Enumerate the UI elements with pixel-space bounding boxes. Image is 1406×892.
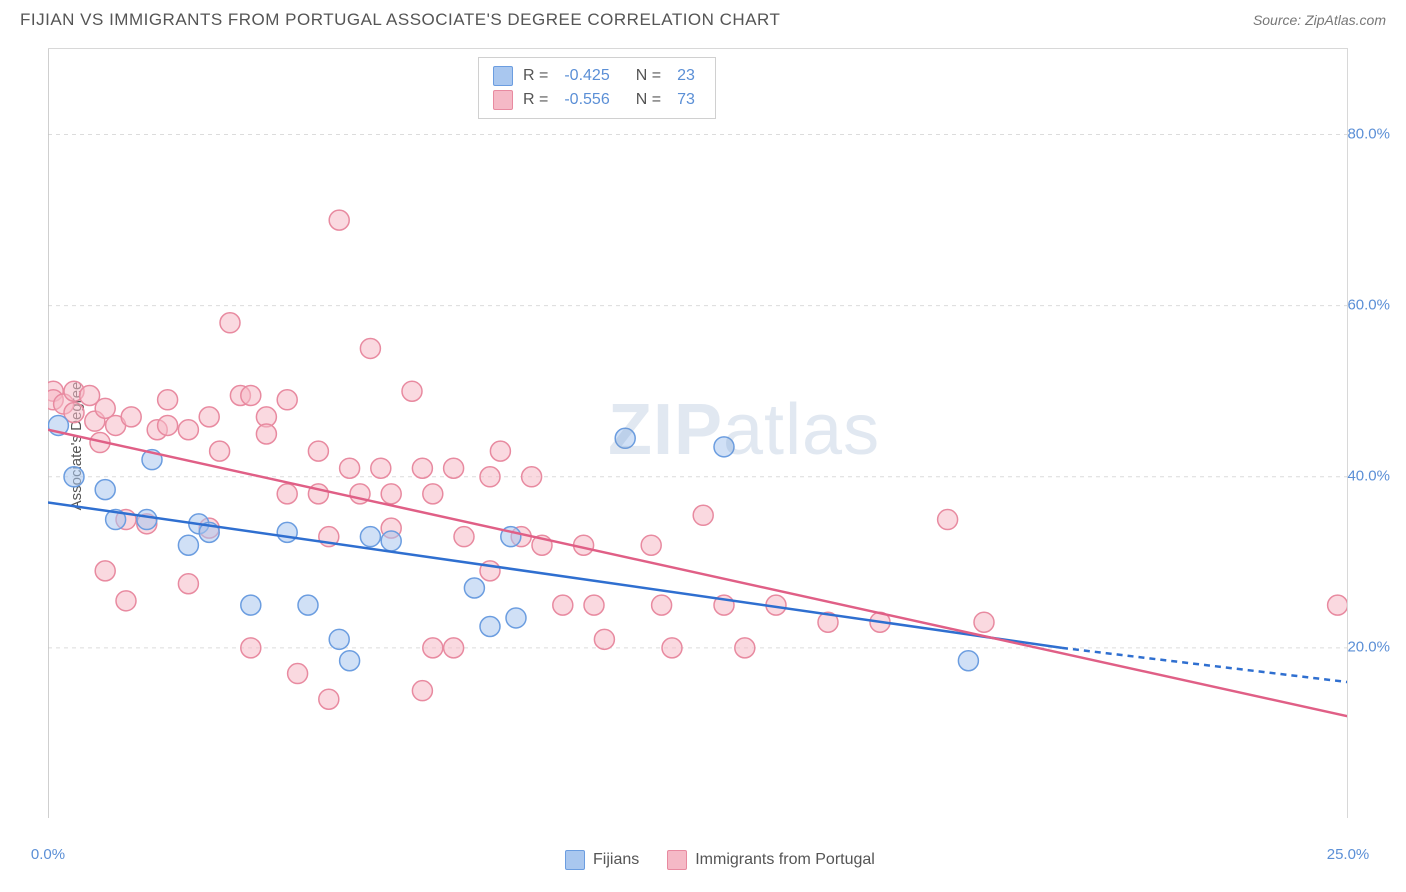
legend-swatch <box>493 90 513 110</box>
scatter-point <box>121 407 141 427</box>
scatter-point <box>662 638 682 658</box>
scatter-point <box>178 574 198 594</box>
scatter-point <box>480 467 500 487</box>
r-label: R = <box>523 64 548 88</box>
scatter-point <box>615 428 635 448</box>
regression-line <box>48 502 1062 647</box>
scatter-point <box>423 638 443 658</box>
n-label: N = <box>636 64 661 88</box>
scatter-point <box>95 561 115 581</box>
legend-swatch <box>667 850 687 870</box>
scatter-point <box>178 420 198 440</box>
scatter-point <box>958 651 978 671</box>
y-tick-label: 40.0% <box>1347 467 1390 484</box>
legend-item: Immigrants from Portugal <box>667 850 875 870</box>
legend-label: Immigrants from Portugal <box>695 851 875 869</box>
scatter-point <box>95 480 115 500</box>
scatter-point <box>199 407 219 427</box>
scatter-plot-svg <box>48 49 1347 818</box>
scatter-point <box>329 210 349 230</box>
scatter-point <box>412 458 432 478</box>
scatter-point <box>288 664 308 684</box>
scatter-point <box>974 612 994 632</box>
scatter-point <box>308 441 328 461</box>
scatter-point <box>454 527 474 547</box>
scatter-point <box>594 629 614 649</box>
scatter-point <box>735 638 755 658</box>
scatter-point <box>444 638 464 658</box>
scatter-point <box>178 535 198 555</box>
scatter-point <box>464 578 484 598</box>
scatter-point <box>714 437 734 457</box>
scatter-point <box>522 467 542 487</box>
scatter-point <box>480 617 500 637</box>
series-legend: Fijians Immigrants from Portugal <box>565 850 875 870</box>
n-value: 73 <box>677 88 695 112</box>
scatter-point <box>137 510 157 530</box>
legend-row: R = -0.556 N = 73 <box>493 88 701 112</box>
correlation-legend: R = -0.425 N = 23 R = -0.556 N = 73 <box>478 57 716 119</box>
scatter-point <box>652 595 672 615</box>
scatter-point <box>277 522 297 542</box>
scatter-point <box>319 689 339 709</box>
scatter-point <box>423 484 443 504</box>
scatter-point <box>241 638 261 658</box>
scatter-point <box>340 458 360 478</box>
scatter-point <box>381 531 401 551</box>
x-tick-label: 25.0% <box>1327 846 1370 863</box>
scatter-point <box>490 441 510 461</box>
legend-swatch <box>565 850 585 870</box>
scatter-point <box>241 595 261 615</box>
regression-line <box>48 430 1347 717</box>
legend-label: Fijians <box>593 851 639 869</box>
scatter-point <box>360 338 380 358</box>
legend-row: R = -0.425 N = 23 <box>493 64 701 88</box>
r-label: R = <box>523 88 548 112</box>
scatter-point <box>298 595 318 615</box>
scatter-point <box>241 386 261 406</box>
chart-title: FIJIAN VS IMMIGRANTS FROM PORTUGAL ASSOC… <box>20 10 780 30</box>
scatter-point <box>641 535 661 555</box>
scatter-point <box>553 595 573 615</box>
scatter-point <box>402 381 422 401</box>
regression-line-extrapolated <box>1062 648 1347 682</box>
scatter-point <box>371 458 391 478</box>
scatter-point <box>584 595 604 615</box>
scatter-point <box>938 510 958 530</box>
scatter-point <box>444 458 464 478</box>
scatter-point <box>329 629 349 649</box>
scatter-point <box>381 484 401 504</box>
scatter-point <box>158 415 178 435</box>
scatter-point <box>360 527 380 547</box>
scatter-point <box>277 484 297 504</box>
scatter-point <box>506 608 526 628</box>
scatter-point <box>116 591 136 611</box>
legend-swatch <box>493 66 513 86</box>
scatter-point <box>693 505 713 525</box>
scatter-point <box>64 467 84 487</box>
y-tick-label: 80.0% <box>1347 125 1390 142</box>
x-tick-label: 0.0% <box>31 846 65 863</box>
y-tick-label: 60.0% <box>1347 296 1390 313</box>
r-value: -0.556 <box>564 88 609 112</box>
scatter-point <box>210 441 230 461</box>
legend-item: Fijians <box>565 850 639 870</box>
scatter-point <box>340 651 360 671</box>
scatter-point <box>277 390 297 410</box>
scatter-point <box>1328 595 1347 615</box>
scatter-point <box>256 424 276 444</box>
scatter-point <box>220 313 240 333</box>
scatter-point <box>412 681 432 701</box>
y-tick-label: 20.0% <box>1347 638 1390 655</box>
n-value: 23 <box>677 64 695 88</box>
source-label: Source: ZipAtlas.com <box>1253 12 1386 28</box>
r-value: -0.425 <box>564 64 609 88</box>
chart-area: ZIPatlas R =-0.425N =23R =-0.556N =73 <box>48 48 1348 818</box>
n-label: N = <box>636 88 661 112</box>
scatter-point <box>158 390 178 410</box>
